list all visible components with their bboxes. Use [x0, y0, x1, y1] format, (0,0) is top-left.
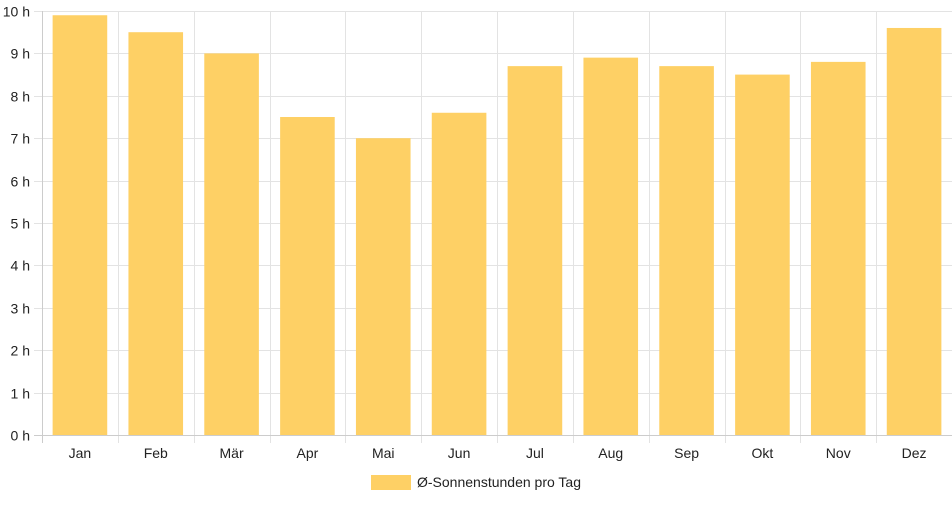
y-tick-label: 9 h — [11, 46, 30, 62]
bar-Feb[interactable] — [128, 32, 184, 435]
bar-Aug[interactable] — [583, 57, 639, 435]
x-tick-label: Dez — [902, 445, 927, 461]
bar-Okt[interactable] — [735, 74, 790, 435]
y-tick-label: 1 h — [11, 386, 30, 402]
axes — [34, 11, 952, 443]
y-tick-label: 7 h — [11, 131, 30, 147]
x-tick-label: Jul — [526, 445, 544, 461]
legend-label[interactable]: Ø-Sonnenstunden pro Tag — [417, 474, 581, 490]
x-tick-label: Jan — [69, 445, 92, 461]
bar-Jul[interactable] — [507, 66, 563, 436]
bar-Dez[interactable] — [886, 27, 942, 436]
x-tick-label: Nov — [826, 445, 851, 461]
x-tick-label: Apr — [297, 445, 319, 461]
y-tick-label: 8 h — [11, 89, 30, 105]
bars — [52, 15, 942, 436]
y-tick-label: 10 h — [3, 4, 30, 20]
bar-Jan[interactable] — [52, 15, 108, 436]
bar-Nov[interactable] — [810, 61, 866, 435]
legend-swatch[interactable] — [371, 475, 411, 490]
x-tick-label: Mär — [220, 445, 244, 461]
x-tick-label: Aug — [598, 445, 623, 461]
y-tick-label: 6 h — [11, 174, 30, 190]
bar-Apr[interactable] — [280, 117, 335, 435]
bar-Mai[interactable] — [355, 138, 411, 435]
y-tick-label: 5 h — [11, 216, 30, 232]
y-tick-label: 2 h — [11, 343, 30, 359]
y-tick-labels: 0 h 1 h 2 h 3 h 4 h 5 h 6 h 7 h 8 h 9 h 10 h — [3, 4, 30, 444]
legend[interactable]: Ø-Sonnenstunden pro Tag — [371, 474, 581, 490]
x-tick-label: Mai — [372, 445, 395, 461]
y-tick-label: 0 h — [11, 428, 30, 444]
bar-Mär[interactable] — [204, 53, 259, 436]
x-tick-label: Sep — [674, 445, 699, 461]
bar-Jun[interactable] — [431, 112, 487, 435]
x-tick-label: Feb — [144, 445, 168, 461]
y-tick-label: 4 h — [11, 258, 30, 274]
x-tick-labels: Jan Feb Mär Apr Mai Jun Jul Aug Sep Okt Nov Dez — [69, 445, 927, 461]
bar-Sep[interactable] — [659, 66, 714, 436]
x-tick-label: Jun — [448, 445, 471, 461]
x-tick-label: Okt — [752, 445, 774, 461]
y-tick-label: 3 h — [11, 301, 30, 317]
